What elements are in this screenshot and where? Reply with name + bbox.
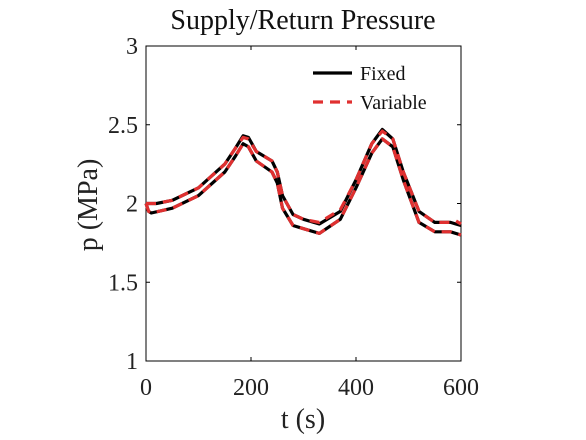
text-layer: Supply/Return Pressure t (s) p (MPa) <box>73 5 436 435</box>
y-tick-label: 3 <box>126 34 138 60</box>
x-axis-label: t (s) <box>281 404 325 435</box>
x-tick-label: 600 <box>443 375 479 401</box>
chart-title: Supply/Return Pressure <box>170 5 435 36</box>
y-tick-label: 1 <box>126 349 138 375</box>
y-axis-label: p (MPa) <box>73 159 104 252</box>
axes-layer: 0 200 400 600 1 1.5 2 2.5 3 <box>108 34 479 401</box>
y-tick-label: 2 <box>126 192 138 218</box>
legend: Fixed Variable <box>313 63 427 114</box>
legend-label-variable: Variable <box>360 92 427 114</box>
x-tick-label: 0 <box>140 375 152 401</box>
series-line-variable-2 <box>146 129 462 226</box>
legend-label-fixed: Fixed <box>360 63 406 85</box>
x-tick-label: 200 <box>233 375 269 401</box>
y-tick-label: 1.5 <box>108 270 138 296</box>
plot-frame <box>145 45 462 362</box>
y-tick-label: 2.5 <box>108 113 138 139</box>
series-layer <box>144 127 462 237</box>
x-tick-label: 400 <box>338 375 374 401</box>
series-line-variable-3 <box>144 137 462 237</box>
